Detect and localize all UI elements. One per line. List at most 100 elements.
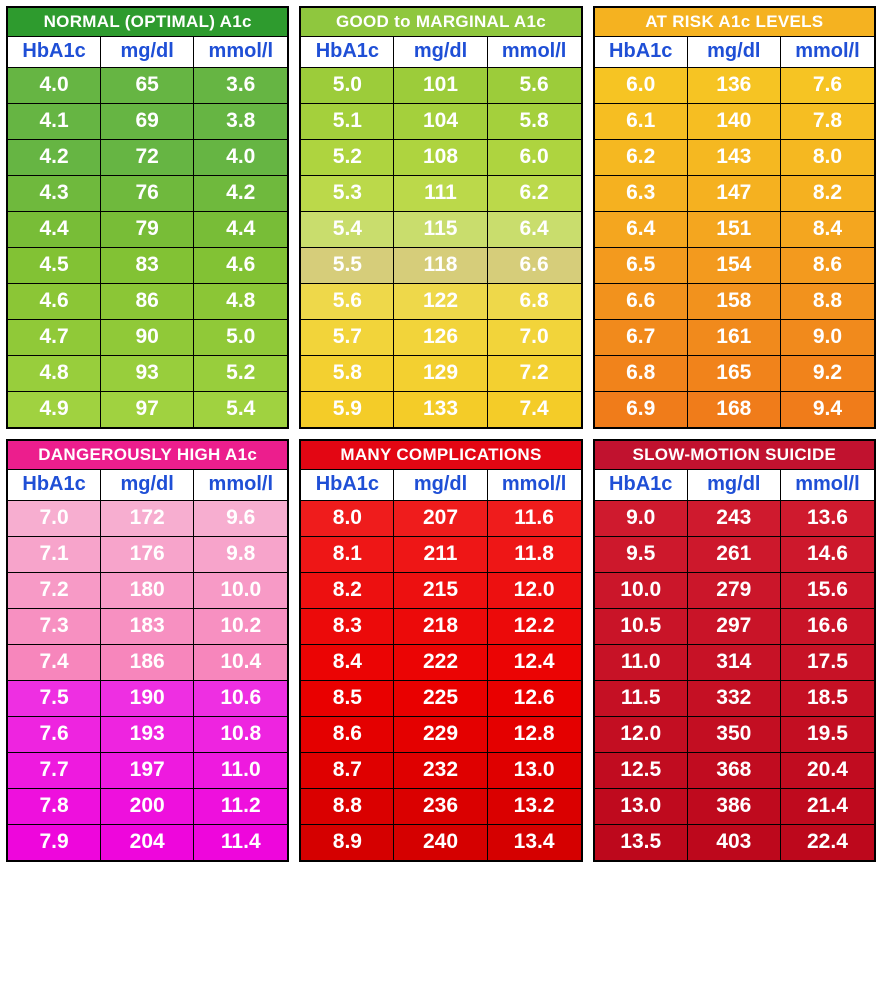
column-header-2: mmol/l — [194, 470, 287, 501]
cell: 215 — [394, 573, 487, 608]
cell: 4.8 — [8, 356, 101, 391]
cell: 165 — [688, 356, 781, 391]
rows-container: 9.024313.69.526114.610.027915.610.529716… — [595, 501, 874, 860]
cell: 8.7 — [301, 753, 394, 788]
cell: 15.6 — [781, 573, 874, 608]
cell: 5.7 — [301, 320, 394, 355]
column-header-0: HbA1c — [595, 37, 688, 68]
table-row: 8.321812.2 — [301, 609, 580, 645]
cell: 4.4 — [8, 212, 101, 247]
cell: 225 — [394, 681, 487, 716]
cell: 314 — [688, 645, 781, 680]
panel-title: NORMAL (OPTIMAL) A1c — [8, 8, 287, 37]
cell: 19.5 — [781, 717, 874, 752]
cell: 115 — [394, 212, 487, 247]
table-row: 11.533218.5 — [595, 681, 874, 717]
table-row: 4.8935.2 — [8, 356, 287, 392]
table-row: 6.31478.2 — [595, 176, 874, 212]
cell: 129 — [394, 356, 487, 391]
table-row: 11.031417.5 — [595, 645, 874, 681]
panel-0: NORMAL (OPTIMAL) A1cHbA1cmg/dlmmol/l4.06… — [6, 6, 289, 429]
cell: 197 — [101, 753, 194, 788]
cell: 386 — [688, 789, 781, 824]
cell: 4.3 — [8, 176, 101, 211]
table-row: 6.41518.4 — [595, 212, 874, 248]
table-row: 6.11407.8 — [595, 104, 874, 140]
cell: 3.6 — [194, 68, 287, 103]
table-row: 9.526114.6 — [595, 537, 874, 573]
cell: 180 — [101, 573, 194, 608]
cell: 368 — [688, 753, 781, 788]
cell: 229 — [394, 717, 487, 752]
cell: 6.6 — [595, 284, 688, 319]
table-row: 10.027915.6 — [595, 573, 874, 609]
table-row: 7.920411.4 — [8, 825, 287, 860]
cell: 8.2 — [781, 176, 874, 211]
table-row: 7.218010.0 — [8, 573, 287, 609]
cell: 122 — [394, 284, 487, 319]
cell: 10.8 — [194, 717, 287, 752]
cell: 76 — [101, 176, 194, 211]
cell: 12.4 — [488, 645, 581, 680]
cell: 5.2 — [301, 140, 394, 175]
column-header-2: mmol/l — [781, 470, 874, 501]
table-row: 6.01367.6 — [595, 68, 874, 104]
cell: 243 — [688, 501, 781, 536]
cell: 7.8 — [781, 104, 874, 139]
table-row: 5.81297.2 — [301, 356, 580, 392]
rows-container: 5.01015.65.11045.85.21086.05.31116.25.41… — [301, 68, 580, 427]
panel-4: MANY COMPLICATIONSHbA1cmg/dlmmol/l8.0207… — [299, 439, 582, 862]
table-row: 7.11769.8 — [8, 537, 287, 573]
cell: 279 — [688, 573, 781, 608]
cell: 11.0 — [595, 645, 688, 680]
cell: 65 — [101, 68, 194, 103]
cell: 7.6 — [781, 68, 874, 103]
column-headers: HbA1cmg/dlmmol/l — [8, 470, 287, 501]
cell: 4.8 — [194, 284, 287, 319]
table-row: 5.31116.2 — [301, 176, 580, 212]
cell: 7.6 — [8, 717, 101, 752]
cell: 8.0 — [301, 501, 394, 536]
cell: 4.9 — [8, 392, 101, 427]
cell: 8.6 — [781, 248, 874, 283]
cell: 204 — [101, 825, 194, 860]
table-row: 4.1693.8 — [8, 104, 287, 140]
cell: 8.2 — [301, 573, 394, 608]
cell: 154 — [688, 248, 781, 283]
cell: 72 — [101, 140, 194, 175]
panel-1: GOOD to MARGINAL A1cHbA1cmg/dlmmol/l5.01… — [299, 6, 582, 429]
cell: 232 — [394, 753, 487, 788]
cell: 7.0 — [488, 320, 581, 355]
cell: 11.5 — [595, 681, 688, 716]
cell: 176 — [101, 537, 194, 572]
cell: 186 — [101, 645, 194, 680]
table-row: 4.6864.8 — [8, 284, 287, 320]
column-header-1: mg/dl — [394, 470, 487, 501]
column-header-1: mg/dl — [394, 37, 487, 68]
table-row: 6.81659.2 — [595, 356, 874, 392]
cell: 7.2 — [488, 356, 581, 391]
rows-container: 4.0653.64.1693.84.2724.04.3764.24.4794.4… — [8, 68, 287, 427]
cell: 7.7 — [8, 753, 101, 788]
cell: 133 — [394, 392, 487, 427]
cell: 4.1 — [8, 104, 101, 139]
cell: 6.8 — [488, 284, 581, 319]
cell: 79 — [101, 212, 194, 247]
cell: 118 — [394, 248, 487, 283]
cell: 7.2 — [8, 573, 101, 608]
cell: 6.6 — [488, 248, 581, 283]
cell: 236 — [394, 789, 487, 824]
cell: 11.0 — [194, 753, 287, 788]
cell: 7.4 — [488, 392, 581, 427]
cell: 6.8 — [595, 356, 688, 391]
cell: 6.2 — [595, 140, 688, 175]
cell: 5.3 — [301, 176, 394, 211]
table-row: 6.61588.8 — [595, 284, 874, 320]
table-row: 5.01015.6 — [301, 68, 580, 104]
cell: 12.2 — [488, 609, 581, 644]
table-row: 7.519010.6 — [8, 681, 287, 717]
table-row: 10.529716.6 — [595, 609, 874, 645]
column-header-2: mmol/l — [488, 470, 581, 501]
table-row: 6.21438.0 — [595, 140, 874, 176]
cell: 10.5 — [595, 609, 688, 644]
